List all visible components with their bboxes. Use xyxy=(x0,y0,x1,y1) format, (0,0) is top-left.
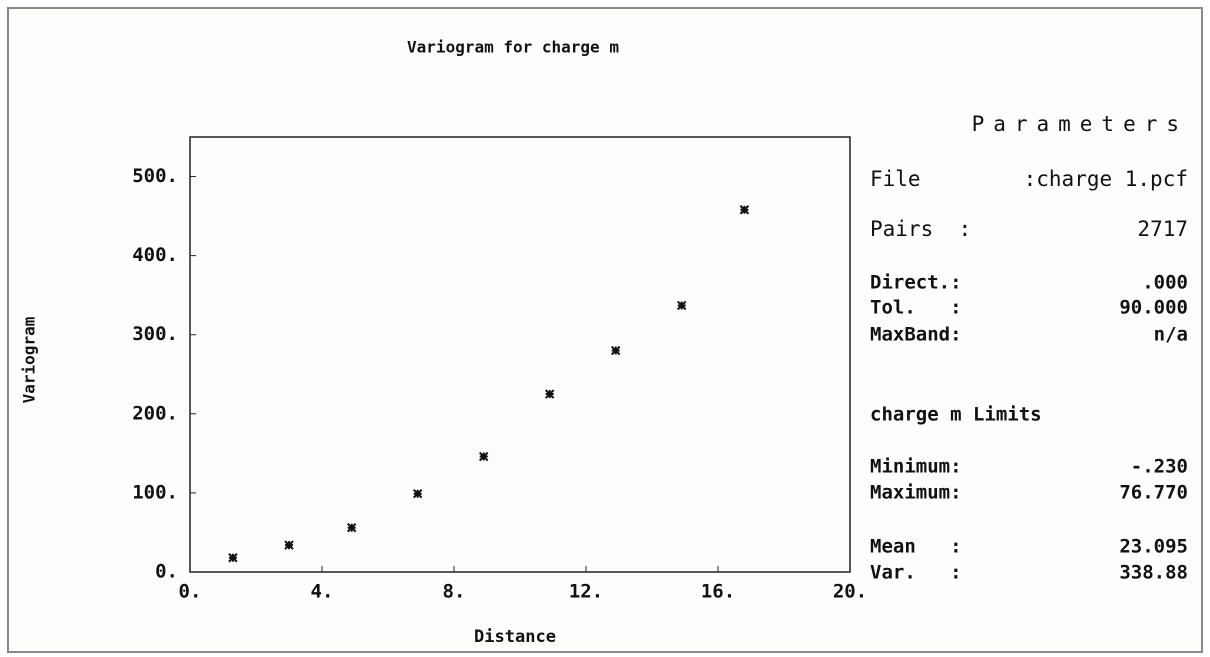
param-label: Maximum: xyxy=(870,482,962,504)
point xyxy=(478,451,489,462)
param-value: :charge 1.pcf xyxy=(1024,167,1188,191)
param-label: Tol. : xyxy=(870,297,962,319)
param-label: Minimum: xyxy=(870,456,962,478)
param-label: Mean : xyxy=(870,536,962,558)
point xyxy=(346,523,357,533)
param-value: .000 xyxy=(1142,272,1188,294)
x-tick-label: 12. xyxy=(569,581,603,603)
x-tick-label: 4. xyxy=(311,581,334,603)
panel-title: Parameters xyxy=(972,112,1188,136)
param-label: File xyxy=(870,167,921,191)
x-tick-label: 0. xyxy=(179,581,202,603)
y-axis-label: Variogram xyxy=(20,316,39,403)
y-tick-label: 200. xyxy=(132,402,178,424)
point xyxy=(228,553,238,563)
point xyxy=(544,389,555,399)
point xyxy=(610,345,621,356)
param-label: charge m Limits xyxy=(870,404,1042,426)
param-label: MaxBand: xyxy=(870,324,962,346)
param-label: Var. : xyxy=(870,562,962,584)
param-value: 2717 xyxy=(1137,217,1188,241)
param-value: 338.88 xyxy=(1119,562,1188,584)
point xyxy=(412,488,423,499)
param-label: Pairs : xyxy=(870,217,971,241)
param-label: Direct.: xyxy=(870,272,962,294)
x-tick-label: 16. xyxy=(701,581,735,603)
y-tick-label: 300. xyxy=(132,323,178,345)
param-value: n/a xyxy=(1154,324,1188,346)
param-value: -.230 xyxy=(1131,456,1188,478)
param-value: 90.000 xyxy=(1119,297,1188,319)
point xyxy=(284,540,294,550)
window-frame xyxy=(7,7,1203,653)
x-tick-label: 8. xyxy=(443,581,466,603)
point xyxy=(676,300,687,311)
y-tick-label: 0. xyxy=(155,561,178,583)
plot-frame xyxy=(189,136,851,573)
param-value: 23.095 xyxy=(1119,536,1188,558)
x-axis-label: Distance xyxy=(474,627,556,647)
chart-title: Variogram for charge m xyxy=(407,38,619,57)
point xyxy=(739,205,750,215)
param-value: 76.770 xyxy=(1119,482,1188,504)
y-tick-label: 100. xyxy=(132,481,178,503)
y-tick-label: 400. xyxy=(132,244,178,266)
x-tick-label: 20. xyxy=(833,581,867,603)
y-tick-label: 500. xyxy=(132,165,178,187)
